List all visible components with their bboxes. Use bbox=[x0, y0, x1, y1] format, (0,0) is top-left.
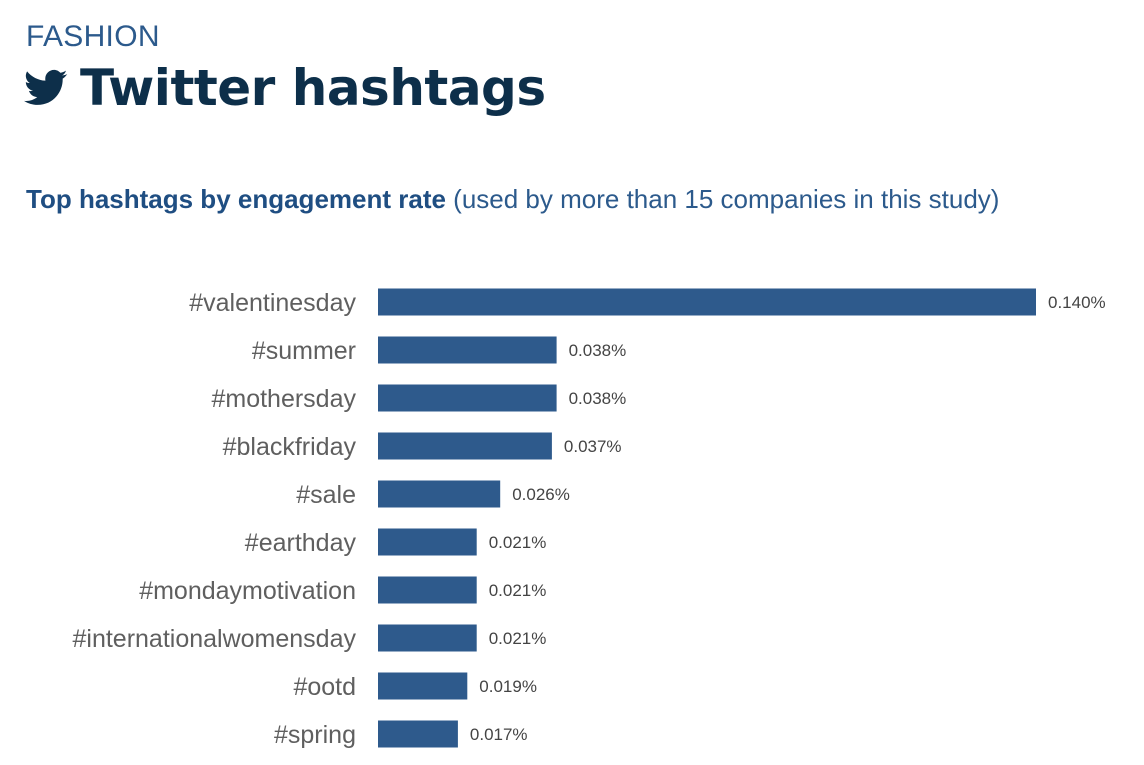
bar-row: #mothersday 0.038% bbox=[211, 384, 627, 413]
bar bbox=[378, 576, 477, 604]
bar bbox=[378, 384, 557, 412]
page-title: Twitter hashtags bbox=[80, 59, 546, 117]
category-label: #valentinesday bbox=[189, 289, 356, 317]
value-label: 0.038% bbox=[569, 389, 627, 408]
bar-row: #valentinesday 0.140% bbox=[189, 288, 1106, 317]
category-label: #earthday bbox=[245, 529, 357, 557]
category-label: #internationalwomensday bbox=[72, 625, 356, 653]
title-row: Twitter hashtags bbox=[24, 58, 546, 118]
bar-row: #sale 0.026% bbox=[296, 480, 570, 509]
value-label: 0.017% bbox=[470, 725, 528, 744]
chart-subtitle: Top hashtags by engagement rate (used by… bbox=[26, 184, 999, 215]
category-label: #summer bbox=[252, 337, 356, 365]
category-label: #mondaymotivation bbox=[139, 577, 356, 605]
bar bbox=[378, 528, 477, 556]
bar-row: #internationalwomensday 0.021% bbox=[72, 624, 547, 653]
value-label: 0.037% bbox=[564, 437, 622, 456]
bar bbox=[378, 480, 501, 508]
category-label: #mothersday bbox=[211, 385, 356, 413]
bar bbox=[378, 672, 468, 700]
value-label: 0.026% bbox=[512, 485, 570, 504]
bar-row: #ootd 0.019% bbox=[293, 672, 537, 701]
category-label: #ootd bbox=[293, 673, 356, 701]
bar bbox=[378, 288, 1036, 316]
value-label: 0.021% bbox=[489, 533, 547, 552]
bar bbox=[378, 720, 458, 748]
category-label: #blackfriday bbox=[223, 433, 357, 461]
twitter-bird-icon bbox=[24, 69, 68, 105]
bar bbox=[378, 432, 552, 460]
bar-row: #spring 0.017% bbox=[274, 720, 528, 749]
value-label: 0.021% bbox=[489, 629, 547, 648]
category-label: #sale bbox=[296, 481, 356, 509]
value-label: 0.038% bbox=[569, 341, 627, 360]
subtitle-bold: Top hashtags by engagement rate bbox=[26, 184, 446, 214]
subtitle-rest: (used by more than 15 companies in this … bbox=[453, 184, 1000, 214]
value-label: 0.019% bbox=[479, 677, 537, 696]
bar-row: #blackfriday 0.037% bbox=[223, 432, 622, 461]
bar-row: #summer 0.038% bbox=[252, 336, 627, 365]
bar bbox=[378, 624, 477, 652]
bar-row: #mondaymotivation 0.021% bbox=[139, 576, 547, 605]
value-label: 0.021% bbox=[489, 581, 547, 600]
category-label: FASHION bbox=[26, 20, 160, 53]
value-label: 0.140% bbox=[1048, 293, 1106, 312]
category-label: #spring bbox=[274, 721, 356, 749]
bar bbox=[378, 336, 557, 364]
bar-row: #earthday 0.021% bbox=[245, 528, 547, 557]
